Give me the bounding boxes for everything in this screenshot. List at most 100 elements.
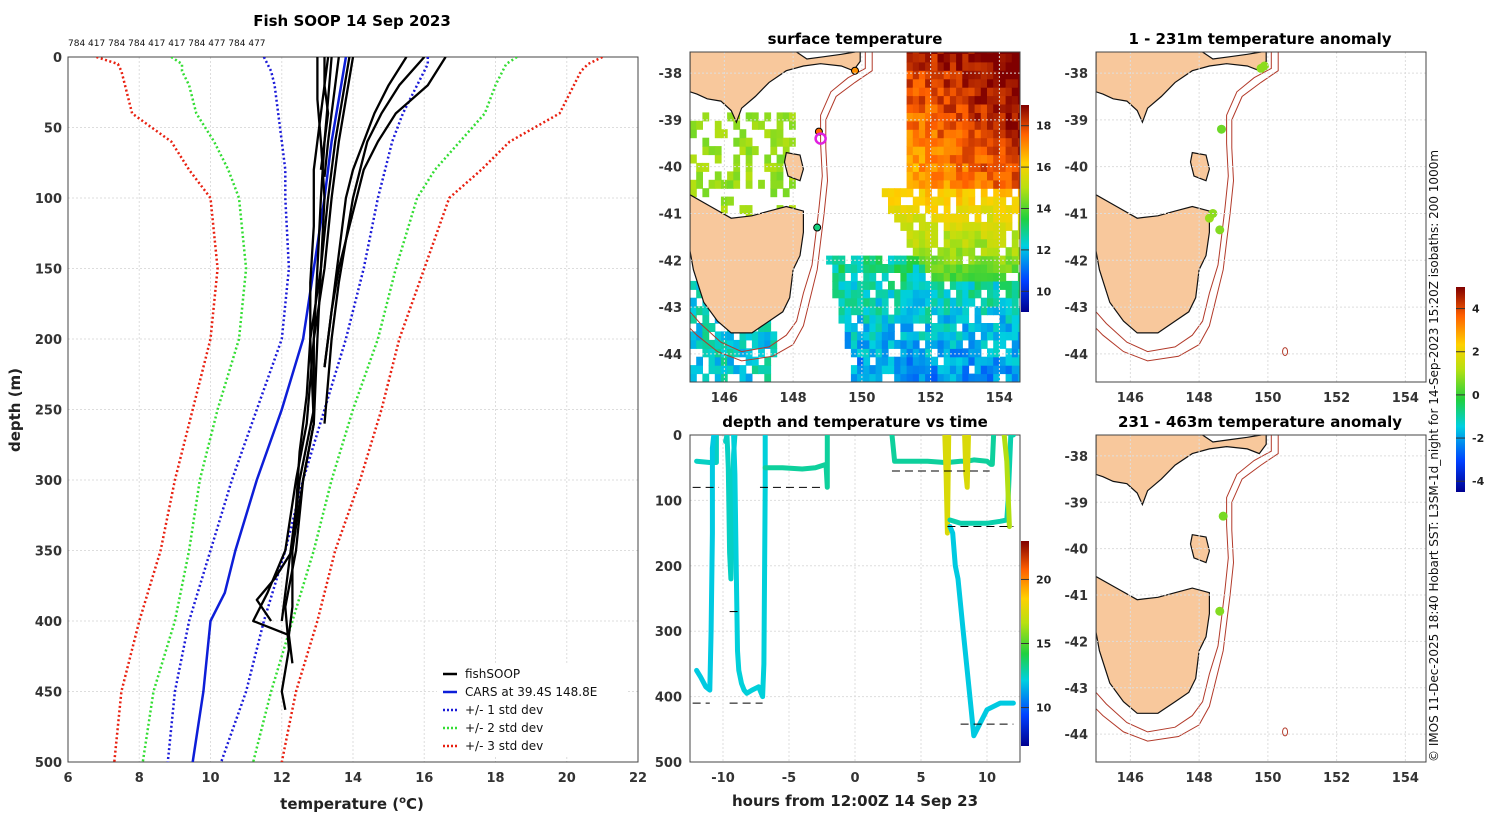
sst-pixel bbox=[980, 112, 988, 122]
sst-pixel bbox=[912, 365, 920, 375]
anom1-points bbox=[1204, 61, 1269, 235]
sst-pixel bbox=[739, 146, 747, 156]
sst-pixel bbox=[906, 112, 914, 122]
sst-pixel bbox=[733, 179, 741, 189]
sst-ytick: -41 bbox=[659, 207, 683, 222]
anomaly-colorbar bbox=[1456, 287, 1465, 492]
sst-pixel bbox=[931, 87, 939, 97]
sst-pixel bbox=[974, 154, 982, 164]
sst-pixel bbox=[875, 323, 883, 332]
sst-pixel bbox=[918, 52, 926, 54]
sst-pixel bbox=[925, 280, 932, 290]
anom1-ytick: -38 bbox=[1065, 67, 1089, 82]
sst-pixel bbox=[918, 264, 926, 273]
sst-pixel bbox=[925, 129, 932, 139]
anom2-ytick: -43 bbox=[1065, 682, 1089, 697]
side-caption: © IMOS 11-Dec-2025 18:40 Hobart SST: L3S… bbox=[1427, 150, 1441, 762]
sst-pixel bbox=[931, 146, 939, 156]
sst-pixel bbox=[918, 306, 926, 316]
sst-pixel bbox=[875, 373, 883, 382]
sst-pixel bbox=[739, 205, 747, 215]
ts-track bbox=[694, 435, 718, 693]
sst-pixel bbox=[962, 238, 970, 248]
ts-track bbox=[942, 435, 952, 536]
sst-pixel bbox=[1011, 120, 1019, 130]
anom1-ytick: -40 bbox=[1065, 161, 1089, 176]
anomaly-colorbar-ticks: 4 2 0 -2 -4 bbox=[1456, 303, 1485, 488]
anom1-anomaly-point bbox=[1216, 124, 1226, 134]
sst-pixel bbox=[943, 356, 951, 366]
sst-pixel bbox=[1011, 264, 1019, 273]
sst-pixel bbox=[1011, 331, 1019, 341]
sst-pixel bbox=[714, 129, 722, 139]
sst-pixel bbox=[733, 137, 741, 147]
anomaly-colorbar-label: -4 bbox=[1472, 475, 1485, 488]
sst-pixel bbox=[980, 280, 988, 290]
profile-xtick: 22 bbox=[629, 771, 647, 786]
sst-pixel bbox=[980, 221, 988, 231]
sst-pixel bbox=[925, 356, 932, 366]
ts-ytick: 300 bbox=[655, 625, 682, 640]
sst-pixel bbox=[912, 264, 920, 273]
sst-pixel bbox=[733, 171, 741, 181]
sst-pixel bbox=[974, 162, 982, 172]
sst-pixel bbox=[1011, 87, 1019, 97]
sst-pixel bbox=[956, 289, 963, 299]
sst-pixel bbox=[869, 373, 877, 382]
sst-pixel bbox=[739, 373, 747, 382]
sst-pixel bbox=[863, 373, 871, 382]
sst-pixel bbox=[690, 373, 697, 382]
sst-pixel bbox=[900, 331, 908, 341]
sst-pixel bbox=[918, 129, 926, 139]
sst-pixel bbox=[1017, 53, 1020, 63]
sst-pixel bbox=[918, 289, 926, 299]
anom2-grid bbox=[1096, 435, 1426, 762]
sst-pixel bbox=[931, 306, 939, 316]
sst-pixel bbox=[943, 120, 951, 130]
sst-pixel bbox=[918, 146, 926, 156]
anomaly2-panel: 231 - 463m temperature anomaly 146 148 150… bbox=[1065, 413, 1427, 786]
sst-pixel bbox=[980, 52, 988, 54]
sst-pixel bbox=[826, 255, 833, 265]
sst-pixel bbox=[943, 104, 951, 113]
sst-pixel bbox=[993, 112, 1000, 122]
sst-pixel bbox=[993, 331, 1000, 341]
sst-pixel bbox=[987, 238, 994, 248]
sst-pixel bbox=[906, 339, 914, 349]
sst-pixel bbox=[974, 213, 982, 223]
sst-pixel bbox=[1005, 264, 1013, 273]
sst-pixel bbox=[906, 264, 914, 273]
sst-pixel bbox=[900, 339, 908, 349]
profile-ytick: 350 bbox=[35, 545, 62, 560]
sst-pixel bbox=[881, 365, 889, 375]
sst-pixel bbox=[968, 238, 976, 248]
sst-pixel bbox=[956, 52, 963, 54]
sst-pixel bbox=[863, 297, 871, 307]
ts-track bbox=[1001, 435, 1012, 530]
sst-pixel bbox=[863, 306, 871, 316]
sst-pixel bbox=[949, 104, 957, 113]
sst-pixel bbox=[714, 154, 722, 164]
sst-pixel bbox=[993, 146, 1000, 156]
sst-pixel bbox=[690, 280, 697, 290]
sst-pixel bbox=[962, 323, 970, 332]
sst-pixel bbox=[888, 356, 895, 366]
sst-pixel bbox=[937, 373, 945, 382]
sst-pixel bbox=[745, 348, 753, 358]
sst-pixel bbox=[832, 289, 840, 299]
profile-legend: fishSOOP CARS at 39.4S 148.8E +/- 1 std … bbox=[437, 663, 627, 755]
sst-pixel bbox=[900, 213, 908, 223]
sst-pixel bbox=[1005, 70, 1013, 80]
sst-pixel bbox=[931, 356, 939, 366]
sst-pixel bbox=[949, 356, 957, 366]
sst-pixel bbox=[906, 289, 914, 299]
sst-pixel bbox=[708, 323, 716, 332]
sst-pixel bbox=[714, 179, 722, 189]
sst-pixel bbox=[937, 264, 945, 273]
sst-pixel bbox=[968, 205, 976, 215]
ts-ytick: 100 bbox=[655, 494, 682, 509]
sst-pixel bbox=[962, 137, 970, 147]
sst-pixel bbox=[1017, 230, 1020, 240]
anom1-xtick: 148 bbox=[1186, 391, 1213, 406]
ts-xtick: 5 bbox=[916, 771, 925, 786]
